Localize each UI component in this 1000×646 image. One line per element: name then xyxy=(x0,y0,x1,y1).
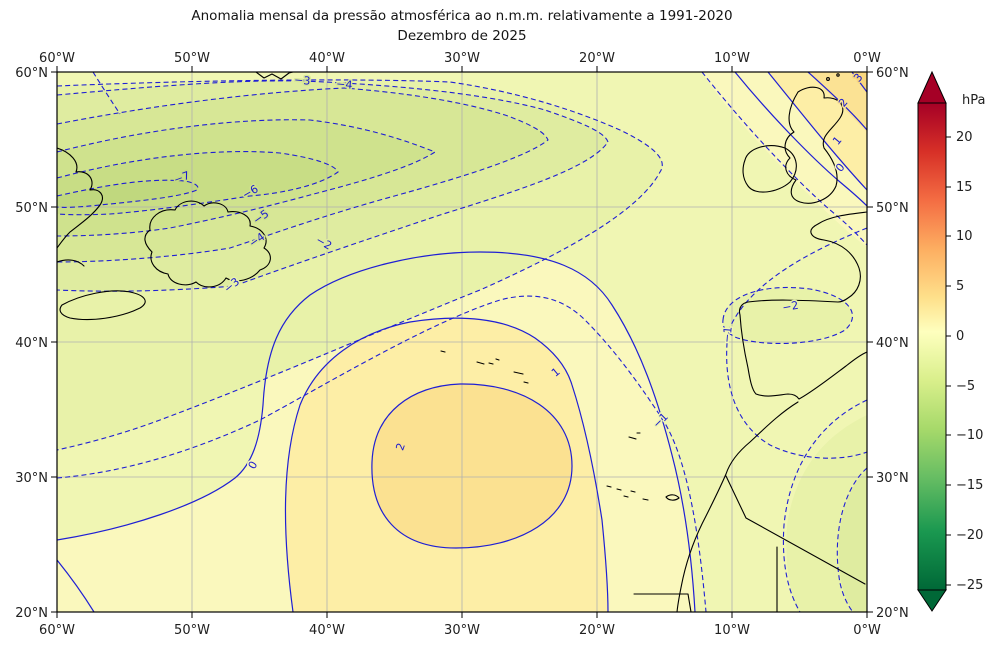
contour-neg2-iberia xyxy=(722,286,854,344)
contour-pos2-ne xyxy=(807,72,867,131)
left-axis-label: 50°N xyxy=(15,201,48,216)
colorbar-tick-label: −10 xyxy=(956,428,983,443)
contour-zero-ne xyxy=(734,72,867,207)
coast-ireland xyxy=(742,145,797,193)
coast-nw-africa xyxy=(676,401,799,612)
fill-tr-pos2 xyxy=(808,72,867,132)
border-morocco-algeria xyxy=(725,475,866,585)
bottom-axis-label: 0°W xyxy=(853,623,881,638)
contour-pos2-closed xyxy=(371,383,573,549)
contour-label: −1 xyxy=(720,326,734,343)
left-axis-label: 40°N xyxy=(15,336,48,351)
colorbar-tick-label: −25 xyxy=(956,578,983,593)
coast-gulf-inlet xyxy=(57,259,85,267)
graticule xyxy=(57,72,867,612)
fill-high-pos2 xyxy=(371,383,572,548)
chart-subtitle: Dezembro de 2025 xyxy=(397,28,526,44)
right-axis-label: 30°N xyxy=(876,471,909,486)
colorbar-tick-label: 10 xyxy=(956,229,973,244)
islands-madeira xyxy=(628,432,641,440)
contour-neg3-algeria xyxy=(836,467,867,612)
contour-pos3-ne xyxy=(851,72,867,93)
coast-labrador xyxy=(57,147,103,249)
top-axis-label: 0°W xyxy=(853,51,881,66)
contour-label: −3 xyxy=(294,73,311,87)
coast-orkney-icon xyxy=(826,77,830,81)
colorbar-tick-label: 0 xyxy=(956,329,964,344)
coast-nova-scotia xyxy=(59,290,146,321)
coast-france-iberia xyxy=(738,211,867,400)
colorbar: 20 15 10 5 0 −5 −10 −15 −20 −25 hPa xyxy=(917,70,985,612)
coast-greenland-tip xyxy=(255,72,294,80)
left-axis-label: 30°N xyxy=(15,471,48,486)
contour-neg3 xyxy=(57,80,609,292)
coast-newfoundland xyxy=(144,200,271,288)
top-axis-label: 10°W xyxy=(714,51,750,66)
bottom-axis-label: 40°W xyxy=(309,623,345,638)
chart-title: Anomalia mensal da pressão atmosférica a… xyxy=(191,8,732,24)
right-axis-label: 40°N xyxy=(876,336,909,351)
right-axis-label: 20°N xyxy=(876,606,909,621)
colorbar-tick-label: 20 xyxy=(956,130,973,145)
contour-neg2 xyxy=(57,79,663,451)
colorbar-unit-label: hPa xyxy=(962,93,985,108)
top-axis-label: 60°W xyxy=(39,51,75,66)
contour-neg2-algeria xyxy=(782,399,867,612)
contour-neg4 xyxy=(57,87,549,263)
contour-corner-arc xyxy=(57,559,95,612)
colorbar-tick-label: 15 xyxy=(956,180,973,195)
colorbar-ticks xyxy=(946,136,951,586)
border-western-sahara xyxy=(633,546,778,612)
left-axis-label: 60°N xyxy=(15,66,48,81)
colorbar-tick-label: −15 xyxy=(956,478,983,493)
islands-azores xyxy=(440,350,529,384)
contour-pos1 xyxy=(284,317,609,612)
top-axis-label: 50°W xyxy=(174,51,210,66)
bottom-axis-label: 20°W xyxy=(579,623,615,638)
top-axis-label: 20°W xyxy=(579,51,615,66)
contour-neg1-iberia xyxy=(726,227,867,459)
contour-zero-main xyxy=(57,251,696,612)
right-axis-label: 60°N xyxy=(876,66,909,81)
bottom-axis-label: 30°W xyxy=(444,623,480,638)
colorbar-tick-label: −20 xyxy=(956,528,983,543)
islands-canary xyxy=(606,485,680,501)
colorbar-tick-label: 5 xyxy=(956,279,964,294)
contour-neg7 xyxy=(57,179,199,208)
coast-shetland-icon xyxy=(836,73,840,77)
fill-neg7-core xyxy=(57,180,198,208)
left-axis-label: 20°N xyxy=(15,606,48,621)
bottom-axis-label: 10°W xyxy=(714,623,750,638)
right-axis-label: 50°N xyxy=(876,201,909,216)
contour-neg1-ne xyxy=(701,72,867,246)
top-axis-label: 30°W xyxy=(444,51,480,66)
contour-neg1 xyxy=(57,295,707,612)
coast-great-britain xyxy=(784,86,844,204)
contour-label: −2 xyxy=(781,299,799,315)
colorbar-upper-arrow xyxy=(917,70,947,104)
bottom-axis-label: 60°W xyxy=(39,623,75,638)
fill-algeria-neg3 xyxy=(838,470,867,612)
top-axis-label: 40°W xyxy=(309,51,345,66)
axis-labels: 60°W 50°W 40°W 30°W 20°W 10°W 0°W 60°W 5… xyxy=(15,51,909,638)
axis-ticks xyxy=(51,66,873,618)
colorbar-tick-label: −5 xyxy=(956,379,975,394)
bottom-axis-label: 50°W xyxy=(174,623,210,638)
colorbar-lower-arrow xyxy=(917,589,947,612)
contour-neg2-detail xyxy=(92,72,121,115)
colorbar-gradient xyxy=(917,102,947,591)
contour-pos1-ne xyxy=(767,72,867,191)
coastlines xyxy=(57,72,867,612)
contour-lines xyxy=(57,72,867,612)
contour-label: −4 xyxy=(336,77,353,91)
contour-neg6 xyxy=(57,151,339,216)
contour-neg5 xyxy=(57,119,437,237)
